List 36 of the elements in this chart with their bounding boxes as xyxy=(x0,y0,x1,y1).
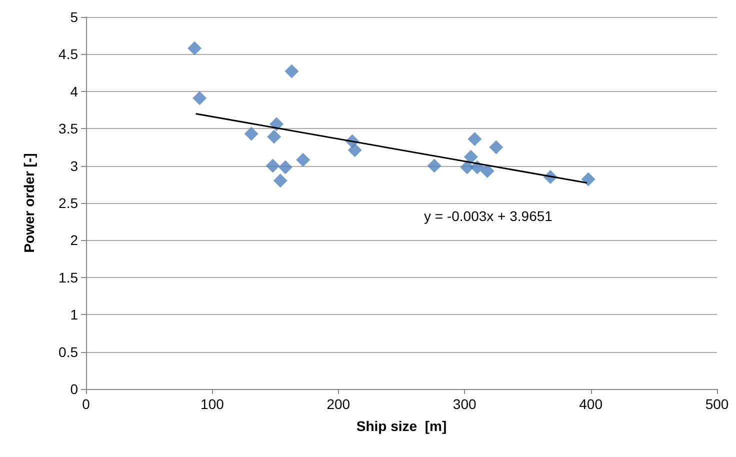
point xyxy=(489,140,504,154)
y-tick-label: 2.5 xyxy=(58,195,78,211)
point xyxy=(296,152,310,167)
point xyxy=(284,64,299,78)
x-tick-label: 200 xyxy=(326,396,350,412)
point xyxy=(188,41,202,56)
point xyxy=(464,150,478,164)
x-tick-label: 100 xyxy=(200,396,224,412)
y-tick-label: 2 xyxy=(70,232,78,248)
point xyxy=(348,143,362,158)
y-tick-label: 3.5 xyxy=(58,120,78,137)
y-tick-label: 1.5 xyxy=(58,269,78,286)
point xyxy=(581,172,596,186)
y-tick-label: 0.5 xyxy=(58,344,78,360)
point xyxy=(266,158,280,173)
y-tick-label: 0 xyxy=(70,381,78,397)
x-tick-label: 400 xyxy=(579,396,603,412)
point xyxy=(480,164,494,178)
point xyxy=(244,126,258,141)
x-tick-label: 0 xyxy=(82,396,90,412)
y-tick-label: 1 xyxy=(70,306,78,323)
y-axis-title: Power order [-] xyxy=(21,153,37,253)
point xyxy=(267,130,282,144)
point xyxy=(273,174,288,188)
point xyxy=(468,132,482,146)
point xyxy=(427,158,442,173)
x-tick-label: 300 xyxy=(452,396,476,412)
y-tick-label: 3 xyxy=(70,158,78,174)
y-tick-label: 4.5 xyxy=(58,46,78,62)
x-tick-label: 500 xyxy=(705,396,729,412)
annotation: y = -0.003x + 3.9651 xyxy=(424,208,553,224)
y-tick-label: 4 xyxy=(70,83,78,100)
x-axis-title: Ship size [m] xyxy=(356,418,447,434)
point xyxy=(278,160,292,174)
y-tick-label: 5 xyxy=(70,9,78,25)
point xyxy=(192,91,207,106)
